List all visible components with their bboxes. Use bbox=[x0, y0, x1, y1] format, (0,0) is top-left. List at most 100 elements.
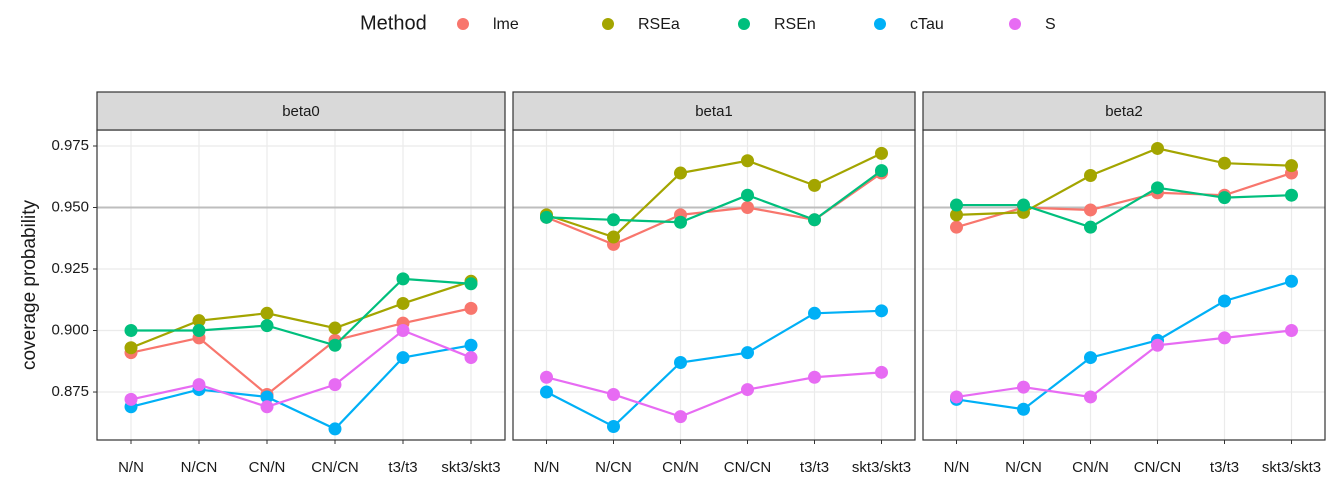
data-point bbox=[808, 213, 821, 227]
series-line bbox=[130, 329, 472, 408]
data-point bbox=[741, 188, 754, 202]
x-tick-label: skt3/skt3 bbox=[1262, 459, 1321, 476]
data-point bbox=[1084, 351, 1097, 365]
strip bbox=[512, 91, 916, 131]
data-point bbox=[741, 154, 754, 168]
data-point bbox=[260, 390, 274, 404]
x-tick-label: t3/t3 bbox=[388, 459, 417, 476]
data-point bbox=[875, 304, 888, 318]
data-point bbox=[464, 301, 478, 315]
data-point bbox=[1151, 338, 1164, 352]
data-point bbox=[260, 306, 274, 320]
data-point bbox=[124, 392, 138, 406]
data-point bbox=[808, 306, 821, 320]
series-line bbox=[956, 186, 1292, 229]
data-point bbox=[674, 166, 687, 180]
x-tick-label: t3/t3 bbox=[1210, 459, 1239, 476]
x-tick-label: N/N bbox=[534, 459, 560, 476]
series-line bbox=[546, 152, 882, 239]
data-point bbox=[1084, 203, 1097, 217]
data-point bbox=[396, 296, 410, 310]
x-tick-label: N/CN bbox=[595, 459, 632, 476]
legend-marker bbox=[1009, 18, 1021, 30]
legend-label: RSEa bbox=[638, 16, 680, 33]
data-point bbox=[607, 213, 620, 227]
data-point bbox=[192, 324, 206, 338]
y-axis-label: coverage probability bbox=[19, 199, 40, 370]
data-point bbox=[124, 324, 138, 338]
data-point bbox=[1285, 274, 1298, 288]
data-point bbox=[540, 370, 553, 384]
data-point bbox=[950, 220, 963, 234]
y-tick-label: 0.900 bbox=[51, 321, 89, 338]
strip-label: beta2 bbox=[1105, 103, 1143, 120]
data-point bbox=[540, 210, 553, 224]
legend-label: lme bbox=[493, 16, 519, 33]
series-line bbox=[131, 277, 472, 347]
series-line bbox=[130, 280, 472, 349]
data-point bbox=[1151, 181, 1164, 195]
series-line bbox=[545, 309, 882, 428]
data-point bbox=[1151, 141, 1164, 155]
data-point bbox=[1285, 324, 1298, 338]
data-point bbox=[1084, 169, 1097, 183]
data-point bbox=[741, 346, 754, 360]
data-point bbox=[1218, 294, 1231, 308]
data-point bbox=[464, 351, 478, 365]
series-line bbox=[956, 329, 1292, 399]
data-point bbox=[1084, 220, 1097, 234]
panel-background bbox=[513, 130, 915, 440]
series-line bbox=[130, 307, 472, 396]
data-point bbox=[607, 419, 620, 433]
data-point bbox=[674, 215, 687, 229]
panel-background bbox=[923, 130, 1325, 440]
panel-background bbox=[97, 130, 505, 440]
data-point bbox=[260, 319, 274, 333]
data-point bbox=[540, 385, 553, 399]
legend-label: cTau bbox=[910, 16, 944, 33]
y-tick-label: 0.975 bbox=[51, 137, 89, 154]
data-point bbox=[875, 146, 888, 160]
legend-marker bbox=[738, 18, 750, 30]
data-point bbox=[950, 390, 963, 404]
series-line bbox=[546, 371, 882, 418]
x-tick-label: N/N bbox=[118, 459, 144, 476]
data-point bbox=[192, 378, 206, 392]
x-tick-label: CN/N bbox=[662, 459, 699, 476]
series-line bbox=[956, 280, 1292, 411]
data-point bbox=[808, 178, 821, 192]
data-point bbox=[1017, 402, 1030, 416]
x-tick-label: skt3/skt3 bbox=[441, 459, 500, 476]
x-tick-label: N/CN bbox=[1005, 459, 1042, 476]
x-tick-label: CN/N bbox=[1072, 459, 1109, 476]
y-tick-label: 0.925 bbox=[51, 260, 89, 277]
data-point bbox=[808, 370, 821, 384]
data-point bbox=[950, 208, 963, 222]
data-point bbox=[875, 164, 888, 178]
x-tick-label: N/CN bbox=[181, 459, 218, 476]
data-point bbox=[124, 341, 138, 355]
legend-label: RSEn bbox=[774, 16, 816, 33]
data-point bbox=[607, 387, 620, 401]
data-point bbox=[396, 324, 410, 338]
data-point bbox=[464, 277, 478, 291]
y-tick-label: 0.950 bbox=[51, 198, 89, 215]
data-point bbox=[328, 378, 342, 392]
data-point bbox=[192, 314, 206, 328]
series-line bbox=[956, 172, 1292, 229]
data-point bbox=[1218, 191, 1231, 205]
data-point bbox=[1218, 156, 1231, 170]
data-point bbox=[328, 321, 342, 335]
data-point bbox=[396, 272, 410, 286]
data-point bbox=[607, 230, 620, 244]
data-point bbox=[674, 356, 687, 369]
x-tick-label: N/N bbox=[944, 459, 970, 476]
legend-title: Method bbox=[360, 12, 427, 34]
data-point bbox=[875, 365, 888, 379]
legend-marker bbox=[457, 18, 469, 30]
data-point bbox=[1285, 188, 1298, 202]
data-point bbox=[1017, 198, 1030, 212]
series-line bbox=[546, 169, 883, 224]
data-point bbox=[1017, 380, 1030, 394]
